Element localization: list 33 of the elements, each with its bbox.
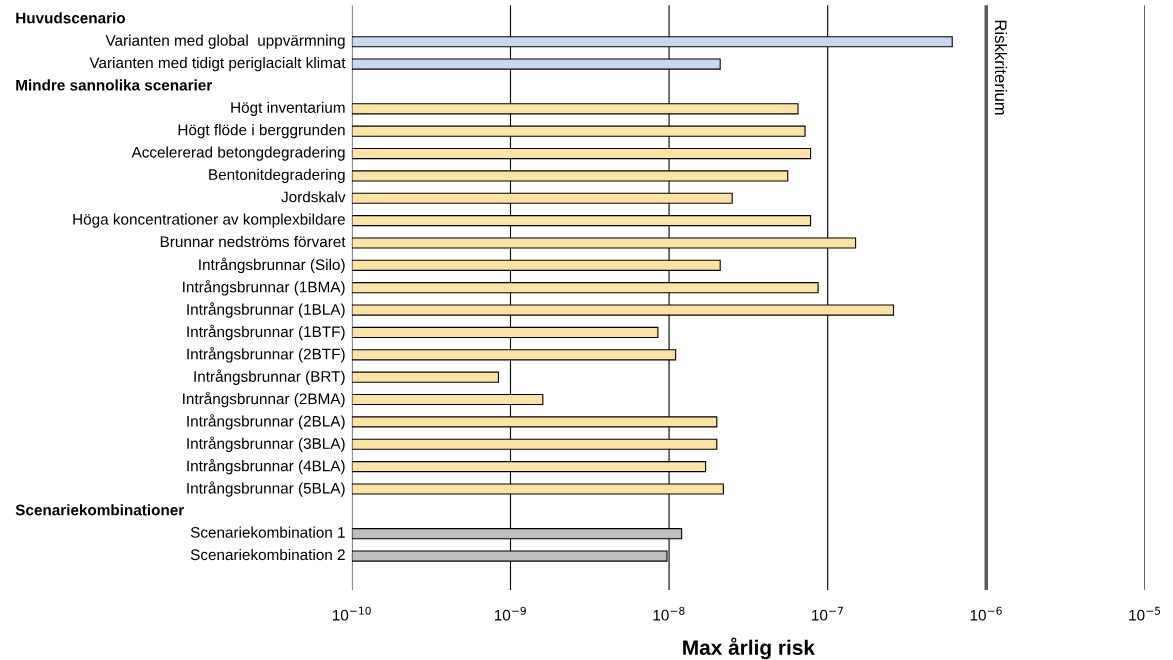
text: Mindre sannolika scenarier	[16, 79, 213, 91]
text: Huvudscenario	[16, 12, 126, 24]
y-tick-label: Intrångsbrunnar (2BLA)	[187, 414, 345, 430]
y-tick-label: Intrångsbrunnar (3BLA)	[187, 436, 345, 452]
x-tick-label: 10$^{−6}$	[970, 606, 1002, 621]
y-tick-label: Intrångsbrunnar (4BLA)	[187, 458, 345, 475]
y-tick-label: Scenariekombination 1	[190, 526, 345, 538]
y-tick-label: Intrångsbrunnar (Silo)	[199, 257, 345, 274]
ref-line-label: Riskkriterium	[994, 20, 1008, 115]
y-tick-label: Accelererad betongdegradering	[131, 146, 345, 161]
x-tick-label: 10$^{−7}$	[812, 606, 843, 621]
y-tick-label: Intrångsbrunnar (1BMA)	[183, 279, 345, 296]
y-tick-label: Bentonitdegradering	[209, 168, 345, 184]
y-tick-label: Scenariekombination 2	[190, 548, 345, 561]
y-tick-label: Varianten med global uppvärmning	[105, 34, 345, 49]
y-tick-label: Intrångsbrunnar (2BMA)	[183, 391, 345, 408]
y-tick-label: Varianten med tidigt periglacialt klimat	[89, 56, 346, 72]
y-tick-label: Intrångsbrunnar (BRT)	[194, 369, 345, 385]
y-tick-label: Högt flöde i berggrunden	[178, 124, 345, 139]
y-tick-label: Brunnar nedströms förvaret	[160, 235, 346, 248]
y-tick-label: Höga koncentrationer av komplexbildare	[73, 213, 345, 228]
y-tick-label: Intrångsbrunnar (2BTF)	[187, 347, 345, 363]
x-tick-label: 10$^{−5}$	[1129, 606, 1161, 621]
y-tick-label: Högt inventarium	[231, 101, 345, 116]
x-tick-label: 10$^{−10}$	[332, 606, 371, 621]
y-tick-label: Intrångsbrunnar (1BTF)	[187, 324, 345, 341]
x-tick-label: 10$^{−9}$	[494, 606, 526, 621]
y-tick-label: Jordskalv	[281, 191, 346, 203]
text: Scenariekombinationer	[15, 504, 184, 516]
y-tick-label: Intrångsbrunnar (1BLA)	[187, 302, 345, 318]
x-tick-label: 10$^{−8}$	[653, 606, 685, 621]
y-tick-label: Intrångsbrunnar (5BLA)	[187, 481, 345, 497]
x-axis-title: Max årlig risk	[683, 637, 815, 660]
